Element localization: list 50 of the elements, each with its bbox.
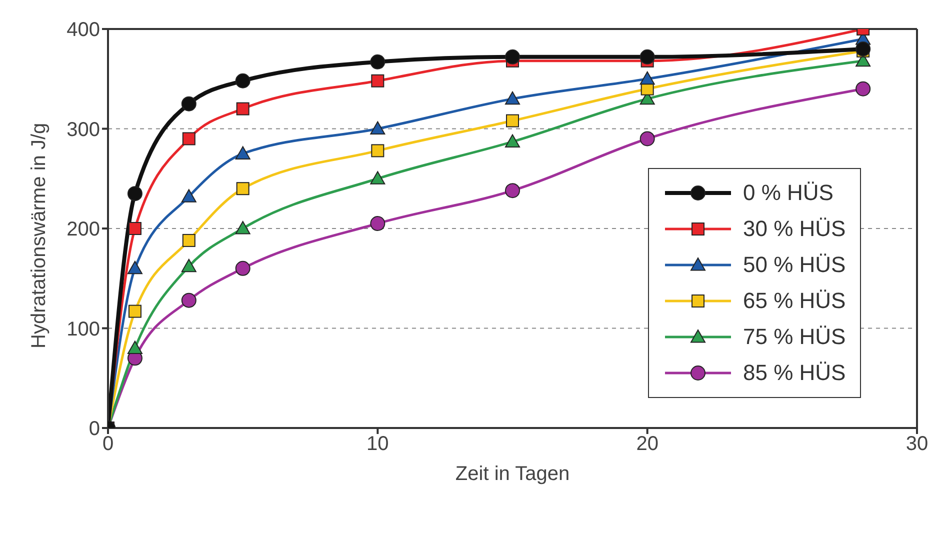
point bbox=[128, 304, 142, 318]
point bbox=[236, 102, 250, 116]
point bbox=[505, 134, 520, 148]
x-tick-label: 20 bbox=[636, 433, 658, 456]
point bbox=[182, 132, 196, 146]
point bbox=[370, 171, 386, 184]
point bbox=[128, 222, 142, 235]
legend-label: 0 % HÜS bbox=[743, 180, 834, 206]
y-axis-title: Hydratationswärme in J/g bbox=[28, 122, 50, 348]
point bbox=[370, 216, 386, 232]
x-tick-label: 10 bbox=[366, 433, 389, 456]
point bbox=[640, 131, 655, 146]
point bbox=[505, 49, 520, 64]
point bbox=[235, 73, 250, 88]
point bbox=[127, 340, 142, 354]
point bbox=[181, 96, 196, 112]
point bbox=[640, 71, 655, 85]
y-tick-label: 300 bbox=[66, 118, 100, 141]
point bbox=[370, 121, 386, 134]
point bbox=[127, 186, 142, 202]
point bbox=[505, 183, 520, 198]
point bbox=[371, 144, 384, 158]
y-tick-label: 100 bbox=[66, 318, 100, 340]
point bbox=[506, 114, 519, 128]
point bbox=[235, 221, 250, 234]
legend-label: 75 % HÜS bbox=[743, 324, 846, 350]
point bbox=[127, 260, 142, 274]
point bbox=[856, 41, 871, 56]
point bbox=[640, 49, 655, 64]
point bbox=[370, 54, 386, 70]
point bbox=[181, 258, 196, 272]
point bbox=[181, 189, 196, 202]
legend-label: 65 % HÜS bbox=[743, 288, 846, 314]
legend-label: 85 % HÜS bbox=[743, 360, 846, 386]
point bbox=[856, 81, 871, 96]
y-tick-label: 200 bbox=[66, 218, 100, 241]
x-tick-label: 0 bbox=[102, 433, 114, 456]
x-axis-title: Zeit in Tagen bbox=[455, 463, 570, 485]
point bbox=[181, 292, 196, 308]
point bbox=[235, 260, 250, 276]
legend-label: 50 % HÜS bbox=[743, 252, 846, 278]
point bbox=[235, 146, 250, 160]
point bbox=[505, 91, 520, 105]
point bbox=[182, 234, 196, 247]
point bbox=[236, 182, 250, 196]
y-tick-label: 400 bbox=[66, 19, 100, 42]
y-tick-label: 0 bbox=[88, 418, 100, 440]
legend-label: 30 % HÜS bbox=[743, 216, 846, 242]
x-tick-label: 30 bbox=[906, 433, 928, 456]
point bbox=[371, 74, 384, 88]
